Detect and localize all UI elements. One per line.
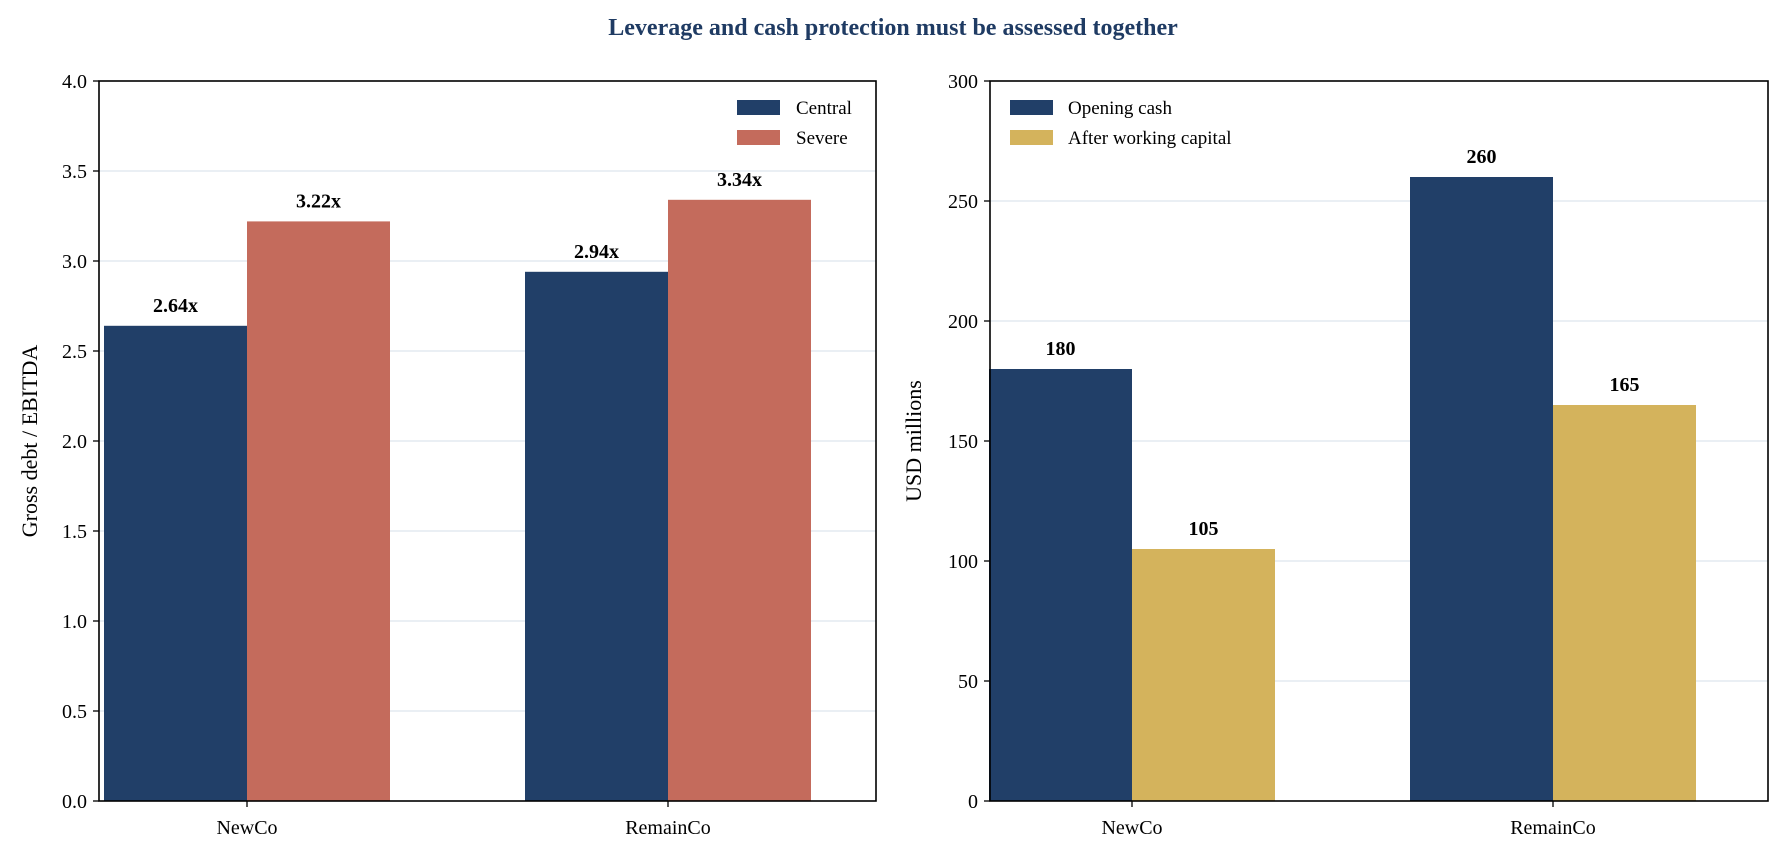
y-tick-label: 250 [948,191,978,213]
y-tick-label: 100 [948,551,978,573]
bar-central [104,325,247,801]
legend-label: Opening cash [1068,98,1172,119]
legend-label: After working capital [1068,128,1232,149]
bar-after-working-capital [1553,405,1696,801]
bar-value-label: 260 [1467,146,1497,168]
bar-after-working-capital [1132,549,1275,801]
y-tick-label: 3.5 [62,161,87,183]
legend-swatch [1010,100,1053,115]
x-tick-label: RemainCo [1510,817,1596,839]
y-tick-label: 50 [958,671,978,693]
leverage-chart-panel: 2.64x 2.94x 3.22x 3.34x 0.0 0.5 1.0 1.5 2.0 2.5 3.… [17,71,877,839]
legend-swatch [1010,130,1053,145]
x-tick-label: RemainCo [625,817,711,839]
bar-value-label: 3.34x [717,169,762,191]
y-axis-label: USD millions [901,380,926,502]
legend-swatch [737,100,780,115]
bar-value-label: 3.22x [296,190,341,212]
y-tick-label: 2.5 [62,341,87,363]
legend-label: Severe [796,128,848,149]
bar-value-label: 2.64x [153,295,198,317]
bar-severe [668,199,811,802]
figure-title: Leverage and cash protection must be ass… [608,15,1178,41]
y-tick-label: 3.0 [62,251,87,273]
y-tick-label: 2.0 [62,431,87,453]
legend-swatch [737,130,780,145]
y-tick-label: 1.5 [62,521,87,543]
bar-value-label: 2.94x [574,241,619,263]
y-tick-label: 300 [948,71,978,93]
y-tick-label: 150 [948,431,978,453]
cash-chart-panel: 180 260 105 165 0 50 100 150 200 250 300 NewCo Remai… [901,71,1769,839]
bar-value-label: 105 [1189,518,1219,540]
bar-value-label: 165 [1610,374,1640,396]
bar-value-label: 180 [1046,338,1076,360]
y-tick-label: 0 [968,791,978,813]
y-tick-label: 4.0 [62,71,87,93]
y-tick-label: 0.5 [62,701,87,723]
x-tick-label: NewCo [1101,817,1162,839]
bar-severe [247,221,390,801]
bar-central [525,271,668,801]
x-tick-label: NewCo [216,817,277,839]
legend-label: Central [796,98,852,119]
y-tick-label: 200 [948,311,978,333]
y-axis-label: Gross debt / EBITDA [17,345,42,538]
y-tick-label: 0.0 [62,791,87,813]
bar-opening-cash [989,369,1132,801]
bar-opening-cash [1410,177,1553,801]
y-tick-label: 1.0 [62,611,87,633]
